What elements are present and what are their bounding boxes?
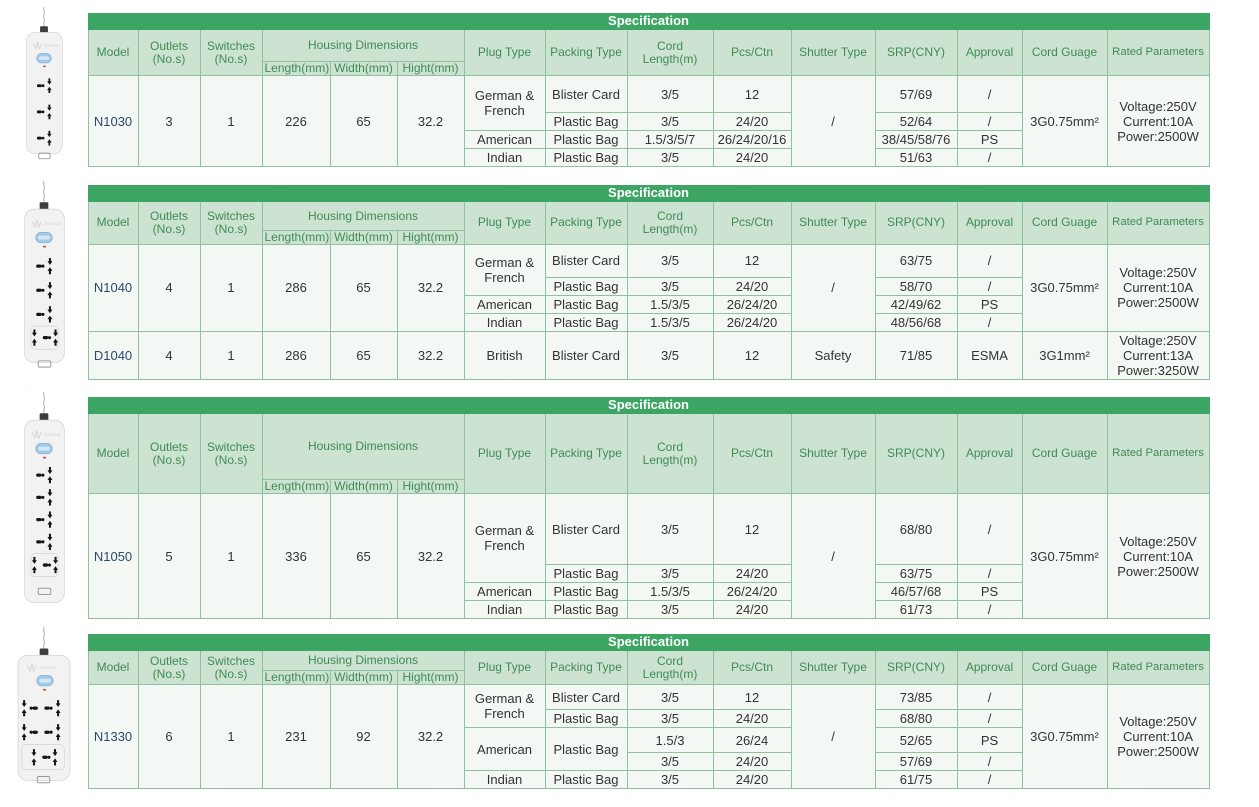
- svg-text:Awurna: Awurna: [39, 665, 56, 671]
- svg-text:Awurna: Awurna: [44, 432, 61, 438]
- svg-text:Awurna: Awurna: [44, 221, 61, 227]
- svg-text:Awurna: Awurna: [44, 42, 59, 47]
